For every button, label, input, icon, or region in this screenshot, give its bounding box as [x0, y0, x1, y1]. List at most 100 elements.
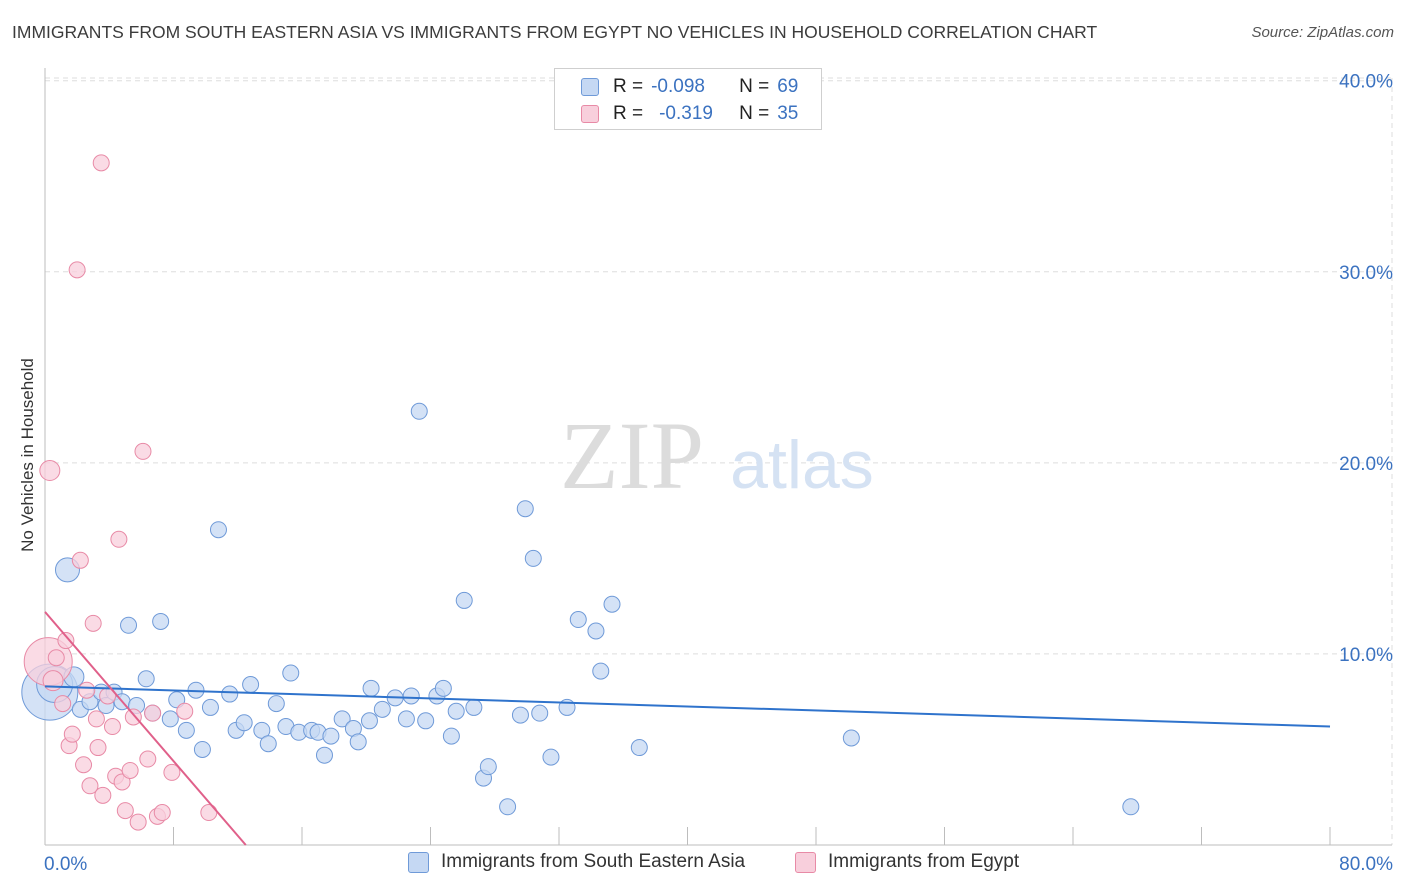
south-eastern-asia-point	[516, 500, 534, 518]
south-eastern-asia-point	[1122, 798, 1140, 816]
egypt-point	[71, 551, 89, 569]
bottom-legend-label-blue: Immigrants from South Eastern Asia	[441, 851, 746, 872]
legend-r-label: R =	[613, 103, 644, 124]
legend-n-value-pink: 35	[777, 103, 799, 124]
egypt-point	[89, 739, 107, 757]
south-eastern-asia-point	[152, 612, 170, 630]
egypt-point	[54, 695, 72, 713]
south-eastern-asia-point	[603, 595, 621, 613]
legend-r-value-pink: -0.319	[659, 103, 713, 124]
south-eastern-asia-point	[161, 710, 179, 728]
egypt-point	[78, 681, 96, 699]
egypt-point	[57, 632, 75, 650]
egypt-point	[110, 530, 128, 548]
x-tick-label-80: 80.0%	[1339, 854, 1393, 875]
south-eastern-asia-point	[630, 739, 648, 757]
egypt-point	[92, 154, 110, 172]
legend-row-south-eastern-asia: R = -0.098 N = 69	[555, 74, 798, 100]
south-eastern-asia-point	[120, 616, 138, 634]
egypt-point	[68, 261, 86, 279]
legend-swatch-blue	[581, 78, 599, 96]
south-eastern-asia-point	[434, 679, 452, 697]
bottom-legend-swatch-blue	[408, 851, 429, 873]
south-eastern-asia-point	[315, 746, 333, 764]
y-tick-label-40: 40.0%	[1339, 72, 1393, 93]
correlation-legend: R = -0.098 N = 69 R = -0.319 N = 35	[554, 68, 822, 130]
grid-lines	[45, 77, 1393, 845]
south-eastern-asia-point	[373, 700, 391, 718]
south-eastern-asia-point	[267, 695, 285, 713]
south-eastern-asia-point	[842, 729, 860, 747]
south-eastern-asia-point	[524, 549, 542, 567]
egypt-point	[139, 750, 157, 768]
egypt-point	[116, 802, 134, 820]
trend-line-south-eastern-asia	[44, 685, 1331, 728]
chart-title: IMMIGRANTS FROM SOUTH EASTERN ASIA VS IM…	[12, 22, 1098, 42]
egypt-point	[84, 614, 102, 632]
bottom-legend-swatch-pink	[795, 851, 816, 873]
legend-r-label: R =	[613, 76, 644, 97]
trend-line-egypt	[44, 611, 247, 846]
south-eastern-asia-point	[592, 662, 610, 680]
south-eastern-asia-point	[333, 710, 351, 728]
south-eastern-asia-point	[242, 676, 260, 693]
south-eastern-asia-point	[479, 758, 497, 776]
south-eastern-asia-point	[442, 727, 460, 745]
south-eastern-asia-point	[587, 622, 605, 640]
south-eastern-asia-point	[397, 710, 415, 728]
egypt-point	[81, 777, 99, 795]
south-eastern-asia-point	[417, 712, 435, 730]
south-eastern-asia-point	[542, 748, 560, 766]
x-tick-labels: 0.0% 80.0%	[44, 854, 1393, 875]
egypt-point	[121, 761, 139, 779]
south-eastern-asia-point	[221, 685, 239, 703]
south-eastern-asia-point	[360, 712, 378, 730]
south-eastern-asia-point	[282, 664, 300, 682]
y-tick-label-20: 20.0%	[1339, 454, 1393, 475]
south-eastern-asia-point	[402, 687, 420, 705]
y-tick-labels: 10.0% 20.0% 30.0% 40.0%	[1339, 72, 1393, 666]
south-eastern-asia-point	[209, 521, 227, 539]
egypt-point	[176, 702, 194, 720]
south-eastern-asia-point	[511, 706, 529, 724]
chart-source: Source: ZipAtlas.com	[1251, 24, 1394, 41]
y-tick-label-30: 30.0%	[1339, 263, 1393, 284]
south-eastern-asia-point	[499, 798, 517, 816]
y-tick-label-10: 10.0%	[1339, 645, 1393, 666]
egypt-point	[47, 649, 65, 667]
watermark: ZIP atlas	[560, 402, 874, 509]
south-eastern-asia-point	[201, 698, 219, 716]
legend-r-value-blue: -0.098	[651, 76, 705, 97]
watermark-atlas: atlas	[730, 427, 874, 503]
south-eastern-asia-point	[531, 704, 549, 722]
egypt-point	[200, 804, 218, 822]
south-eastern-asia-point	[447, 702, 465, 720]
x-tick-label-0: 0.0%	[44, 854, 87, 875]
egypt-point	[124, 708, 142, 726]
egypt-point	[87, 710, 105, 728]
egypt-point	[103, 718, 121, 736]
south-eastern-asia-point	[569, 611, 587, 629]
legend-n-label: N =	[739, 76, 770, 97]
legend-row-egypt: R = -0.319 N = 35	[555, 101, 798, 127]
south-eastern-asia-point	[322, 727, 340, 745]
south-eastern-asia-point	[410, 402, 428, 420]
south-eastern-asia-point	[177, 721, 195, 739]
egypt-point	[75, 756, 93, 774]
south-eastern-asia-point	[455, 591, 473, 609]
watermark-zip: ZIP	[560, 402, 704, 509]
y-axis-title: No Vehicles in Household	[18, 358, 37, 552]
trend-lines	[44, 611, 1331, 846]
egypt-point	[39, 460, 61, 481]
south-eastern-asia-point	[362, 679, 380, 697]
series-egypt	[23, 154, 218, 831]
south-eastern-asia-point	[235, 714, 253, 732]
bottom-legend-south-eastern-asia: Immigrants from South Eastern Asia	[408, 851, 745, 873]
egypt-point	[134, 442, 152, 460]
bottom-legend-label-pink: Immigrants from Egypt	[828, 851, 1020, 872]
bottom-legend-egypt: Immigrants from Egypt	[795, 851, 1019, 873]
south-eastern-asia-point	[259, 735, 277, 753]
legend-n-value-blue: 69	[777, 76, 799, 97]
egypt-point	[144, 704, 162, 722]
